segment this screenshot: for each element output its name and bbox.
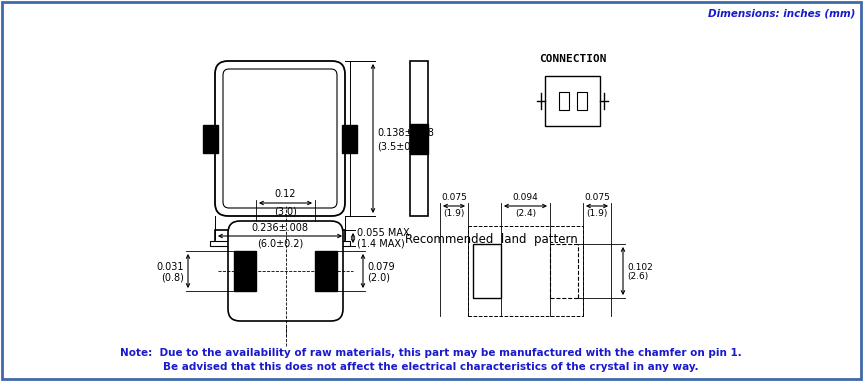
Bar (576, 92, 587, 110)
Text: (1.9): (1.9) (586, 209, 608, 218)
Text: 0.102: 0.102 (627, 263, 652, 272)
Text: Dimensions: inches (mm): Dimensions: inches (mm) (708, 9, 855, 19)
FancyBboxPatch shape (228, 221, 343, 321)
Text: (6.0±0.2): (6.0±0.2) (257, 239, 303, 249)
Text: 0.138±.008: 0.138±.008 (377, 128, 434, 138)
Text: 0.079: 0.079 (367, 262, 394, 272)
Bar (234, 251, 256, 291)
Text: (3.5±0.2): (3.5±0.2) (377, 141, 424, 152)
Text: (1.4 MAX): (1.4 MAX) (357, 239, 405, 249)
Text: (1.9): (1.9) (444, 209, 464, 218)
Text: 0.075: 0.075 (441, 193, 467, 202)
Text: (3.0): (3.0) (274, 206, 297, 216)
Bar (473, 244, 501, 298)
Text: 0.031: 0.031 (156, 262, 184, 272)
Text: Recommended  land  pattern: Recommended land pattern (405, 234, 577, 247)
Text: Note:  Due to the availability of raw materials, this part may be manufactured w: Note: Due to the availability of raw mat… (120, 348, 742, 358)
Bar (203, 125, 218, 153)
Text: (2.4): (2.4) (515, 209, 536, 218)
Text: 0.075: 0.075 (584, 193, 610, 202)
Bar (410, 123, 428, 154)
Text: CONNECTION: CONNECTION (539, 54, 606, 64)
FancyBboxPatch shape (215, 61, 345, 216)
Text: (0.8): (0.8) (161, 272, 184, 282)
Bar (410, 61, 428, 216)
Text: 0.236±.008: 0.236±.008 (251, 223, 308, 233)
Bar (215, 230, 345, 246)
Text: 0.12: 0.12 (274, 189, 296, 199)
Text: (2.6): (2.6) (627, 272, 648, 282)
Bar (342, 125, 357, 153)
Bar (210, 241, 350, 246)
Text: 0.094: 0.094 (513, 193, 539, 202)
Bar (558, 92, 569, 110)
Text: Be advised that this does not affect the electrical characteristics of the cryst: Be advised that this does not affect the… (163, 362, 699, 372)
Text: (2.0): (2.0) (367, 272, 390, 282)
Bar (545, 76, 600, 126)
Bar (315, 251, 337, 291)
Text: 0.055 MAX: 0.055 MAX (357, 228, 410, 238)
